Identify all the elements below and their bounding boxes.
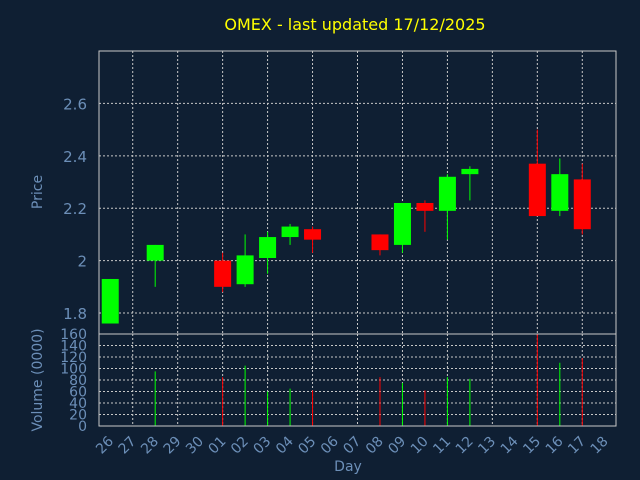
volume-tick-label: 0 [78,419,87,435]
x-tick-label: 14 [498,433,522,457]
volume-bars [154,334,583,426]
x-tick-label: 18 [588,434,612,458]
price-tick-label: 2 [77,253,87,271]
price-y-ticks: 1.8 2 2.2 2.4 2.6 [63,95,87,323]
candle-body [461,168,479,175]
x-tick-label: 17 [565,434,589,458]
price-axis-label: Price [30,175,46,209]
candle-body [573,179,591,230]
candle-body [438,176,456,211]
price-tick-label: 2.4 [63,148,87,166]
x-axis-label: Day [334,459,362,475]
x-tick-label: 08 [363,434,387,458]
candle-body [101,278,119,324]
x-tick-label: 01 [206,434,230,458]
candle-body [528,163,546,217]
x-tick-label: 10 [408,434,432,458]
x-axis-ticks: 2627282930010203040506070809101112131415… [93,433,611,457]
x-tick-label: 11 [430,434,454,458]
volume-tick-label: 60 [69,385,87,401]
price-tick-label: 2.6 [63,95,87,113]
x-tick-label: 29 [161,434,185,458]
volume-axis-label: Volume (0000) [30,328,46,431]
x-tick-label: 13 [475,434,499,458]
volume-tick-label: 100 [60,362,87,378]
volume-tick-label: 80 [69,373,87,389]
candle-body [304,229,322,240]
price-candles [101,129,591,324]
x-tick-label: 06 [318,433,342,457]
candle-body [259,237,277,259]
candle-body [393,202,411,245]
price-tick-label: 2.2 [63,200,87,218]
candle-body [281,226,299,238]
x-tick-label: 09 [385,434,409,458]
volume-tick-label: 160 [60,327,87,343]
x-tick-label: 07 [340,434,364,458]
volume-tick-label: 20 [69,408,87,424]
x-tick-label: 05 [295,434,319,458]
x-tick-label: 28 [138,434,162,458]
x-tick-label: 15 [520,434,544,458]
x-tick-label: 04 [273,433,297,457]
candle-body [214,260,232,287]
candle-body [146,244,164,261]
volume-tick-label: 120 [60,350,87,366]
volume-tick-label: 40 [69,396,87,412]
price-tick-label: 1.8 [63,305,87,323]
x-tick-label: 03 [250,434,274,458]
candle-body [416,202,434,211]
x-tick-label: 27 [116,434,140,458]
candle-body [236,255,254,285]
candle-body [551,174,569,211]
chart-title: OMEX - last updated 17/12/2025 [224,15,485,34]
candle-body [371,234,389,251]
x-tick-label: 12 [453,434,477,458]
volume-tick-label: 140 [60,339,87,355]
x-tick-label: 02 [228,434,252,458]
x-tick-label: 30 [183,434,207,458]
volume-plot-frame [98,333,617,427]
x-tick-label: 16 [543,433,567,457]
volume-grid [99,333,616,427]
x-tick-label: 26 [93,433,117,457]
